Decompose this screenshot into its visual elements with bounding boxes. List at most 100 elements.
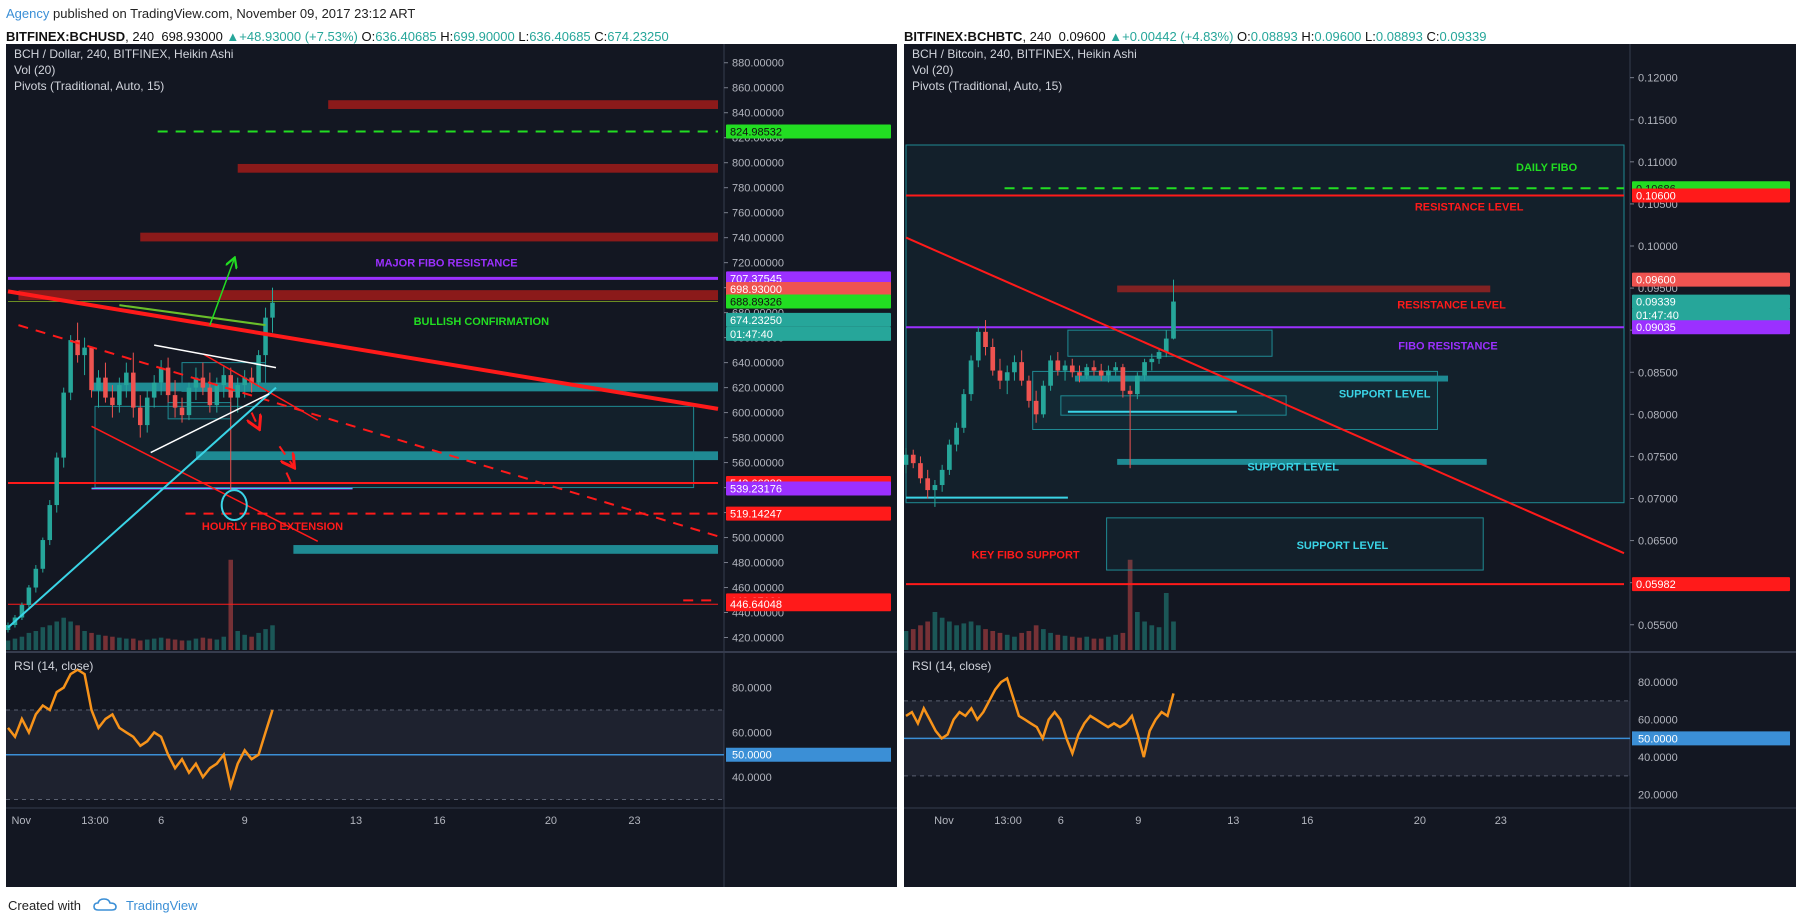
candle-body xyxy=(1048,360,1053,386)
price-tick-label: 560.00000 xyxy=(732,458,784,470)
chart-canvas-bchbtc[interactable]: DAILY FIBO RESISTANCE LEVEL RESISTANCE LEV… xyxy=(904,44,1796,887)
price-tag-label: 0.09339 xyxy=(1636,297,1676,309)
legend-item: Vol (20) xyxy=(14,63,55,77)
candle-body xyxy=(82,347,87,356)
candle-body xyxy=(263,317,268,356)
volume-bar xyxy=(1134,612,1140,650)
candle-body xyxy=(96,377,101,391)
candle-body xyxy=(1149,358,1155,363)
candle-body xyxy=(172,395,178,408)
volume-bar xyxy=(117,637,122,650)
volume-bar xyxy=(1149,625,1155,650)
chart-panel-bchusd[interactable]: MAJOR FIBO RESISTANCE BULLISH CONFIRMATIO… xyxy=(6,44,897,887)
volume-bar xyxy=(1098,638,1104,650)
candle-body xyxy=(235,385,240,398)
volume-bar xyxy=(1033,625,1039,650)
chart-canvas-bchusd[interactable]: MAJOR FIBO RESISTANCE BULLISH CONFIRMATIO… xyxy=(6,44,897,887)
candle-body xyxy=(1077,372,1082,376)
candle-body xyxy=(925,478,931,491)
volume-bar xyxy=(61,617,66,650)
chart-annotation: RESISTANCE LEVEL xyxy=(1415,202,1524,214)
arrow-line xyxy=(252,412,259,428)
candle-body xyxy=(954,427,959,445)
volume-bar xyxy=(214,639,220,650)
candle-body xyxy=(256,355,261,383)
candle-body xyxy=(26,587,32,606)
rsi-level-tag xyxy=(726,747,891,762)
created-with-label: Created with xyxy=(8,898,81,913)
trend-line xyxy=(905,236,1625,555)
candle-body xyxy=(975,331,981,361)
price-tag xyxy=(1632,577,1790,592)
published-text: published on TradingView.com, November 0… xyxy=(53,6,416,21)
symbol-label[interactable]: BITFINEX:BCHUSD xyxy=(6,29,126,44)
tradingview-link[interactable]: TradingView xyxy=(126,898,198,913)
price-tick-label: 600.00000 xyxy=(732,408,784,420)
price-tick-label: 840.00000 xyxy=(732,108,784,120)
volume-bar xyxy=(207,638,213,650)
volume-bar xyxy=(103,635,108,650)
price-tick-label: 740.00000 xyxy=(732,233,784,245)
candle-body xyxy=(158,367,164,383)
price-tag xyxy=(1632,294,1790,309)
price-tick-label: 0.11500 xyxy=(1638,115,1677,127)
price-tick-label: 720.00000 xyxy=(732,258,784,270)
resistance-zone xyxy=(237,163,719,173)
candle-body xyxy=(997,370,1003,381)
candle-body xyxy=(19,605,25,618)
last-price: 698.93000 xyxy=(161,29,223,44)
price-tag xyxy=(726,271,891,286)
price-tag-label: 01:47:40 xyxy=(1636,310,1679,322)
legend-item: Vol (20) xyxy=(912,63,953,77)
volume-bar xyxy=(144,639,150,650)
arrow-line xyxy=(278,445,293,466)
range-box xyxy=(94,405,695,489)
volume-bar xyxy=(12,638,18,650)
price-tag-label: 0.09035 xyxy=(1636,322,1676,334)
publisher-link[interactable]: Agency xyxy=(6,6,50,21)
volume-bar xyxy=(68,621,73,650)
candle-body xyxy=(144,397,150,426)
arrow-line xyxy=(209,259,234,326)
candle-body xyxy=(1062,365,1068,371)
candle-body xyxy=(1163,338,1169,353)
price-tag-label: 01:47:40 xyxy=(730,329,773,341)
candle-body xyxy=(1091,367,1097,371)
candle-body xyxy=(939,469,945,486)
price-tag-label: 0.05982 xyxy=(1636,579,1676,591)
volume-bar xyxy=(1062,635,1068,650)
trend-line xyxy=(7,386,277,629)
rsi-tick-label: 60.0000 xyxy=(732,727,772,739)
volume-bar xyxy=(235,631,240,650)
legend-item: BCH / Dollar, 240, BITFINEX, Heikin Ashi xyxy=(14,47,233,61)
symbol-label[interactable]: BITFINEX:BCHBTC xyxy=(904,29,1023,44)
price-tag xyxy=(726,312,891,327)
candle-body xyxy=(103,377,108,398)
rsi-level-tag xyxy=(1632,731,1790,746)
resistance-zone xyxy=(18,290,719,301)
candle-body xyxy=(983,331,988,347)
volume-bar xyxy=(1120,632,1126,650)
high-value: 0.09600 xyxy=(1314,29,1362,44)
volume-bar xyxy=(96,634,101,650)
volume-bar xyxy=(968,621,974,650)
triangle-up-icon: ▲ xyxy=(226,29,240,44)
price-tag xyxy=(1632,188,1790,203)
candle-body xyxy=(249,377,254,383)
support-zone xyxy=(1117,458,1487,465)
volume-bar xyxy=(939,617,945,650)
price-tick-label: 480.00000 xyxy=(732,558,784,570)
price-tag xyxy=(726,597,891,612)
rsi-line xyxy=(7,668,274,791)
chart-panel-bchbtc[interactable]: DAILY FIBO RESISTANCE LEVEL RESISTANCE LEV… xyxy=(904,44,1796,887)
candle-body xyxy=(131,372,136,408)
price-tick-label: 860.00000 xyxy=(732,83,784,95)
candle-body xyxy=(1069,365,1075,373)
volume-bar xyxy=(961,623,967,650)
candle-body xyxy=(1084,367,1090,376)
volume-bar xyxy=(1069,636,1075,650)
candle-body xyxy=(1004,372,1010,381)
resistance-zone xyxy=(140,232,719,242)
volume-bar xyxy=(1163,593,1169,650)
cloud-logo-icon[interactable] xyxy=(92,898,117,915)
